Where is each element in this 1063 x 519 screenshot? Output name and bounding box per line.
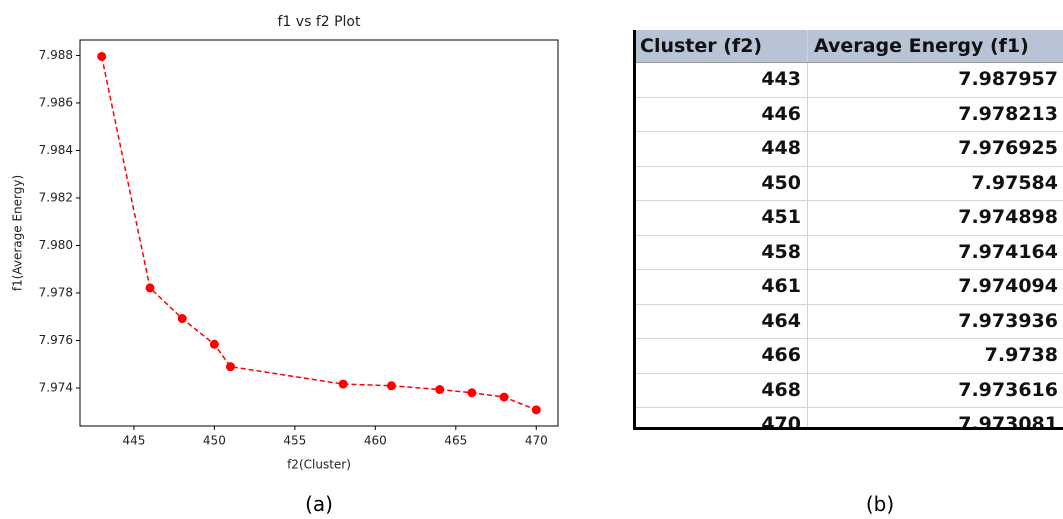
table-row: 448 7.976925 bbox=[636, 132, 1063, 167]
table-cell: 7.987957 bbox=[958, 68, 1058, 90]
y-tick-label: 7.988 bbox=[39, 48, 73, 62]
caption: (a) bbox=[305, 492, 333, 516]
table-cell: 446 bbox=[636, 97, 808, 131]
x-tick-label: 450 bbox=[203, 434, 226, 448]
table-cell: 7.9738 bbox=[984, 344, 1058, 366]
table-row: 468 7.973616 bbox=[636, 373, 1063, 408]
table-cell: 451 bbox=[636, 201, 808, 235]
table-cell: 443 bbox=[636, 63, 808, 97]
table-cell: 470 bbox=[636, 408, 808, 427]
header-cell: Average Energy (f1) bbox=[814, 35, 1029, 57]
table-cell: 7.97584 bbox=[971, 171, 1058, 194]
table-cell: 448 bbox=[636, 132, 808, 166]
x-tick-label: 460 bbox=[364, 434, 387, 448]
table-cell: 7.974164 bbox=[958, 240, 1058, 263]
data-point bbox=[499, 392, 509, 402]
table-cell: 450 bbox=[636, 166, 808, 200]
data-point bbox=[531, 405, 541, 415]
caption: (b) bbox=[865, 492, 895, 516]
table: Cluster (f2) Average Energy (f1) 443 7.9879… bbox=[633, 30, 1063, 430]
y-tick-label: 7.976 bbox=[39, 333, 73, 347]
table-cell: 466 bbox=[636, 339, 808, 373]
table-cell: 458 bbox=[636, 235, 808, 269]
table-row: 446 7.978213 bbox=[636, 97, 1063, 132]
chart: f1 vs f2 Plot f2(Cluster) f1(Average Ene… bbox=[11, 14, 559, 472]
x-tick-label: 445 bbox=[122, 434, 145, 448]
table-row: 450 7.97584 bbox=[636, 166, 1063, 201]
table-cell: 7.973081 bbox=[958, 413, 1058, 430]
table-row: 466 7.9738 bbox=[636, 339, 1063, 374]
data-point bbox=[145, 283, 155, 293]
data-point bbox=[209, 339, 219, 349]
y-axis-label: f1(Average Energy) bbox=[11, 175, 25, 291]
data-point bbox=[97, 51, 107, 61]
table-header: Cluster (f2) Average Energy (f1) bbox=[636, 30, 1063, 63]
table-cell: 7.976925 bbox=[958, 137, 1058, 159]
table-row: 458 7.974164 bbox=[636, 235, 1063, 270]
table-cell: 464 bbox=[636, 304, 808, 338]
x-tick-label: 465 bbox=[444, 434, 467, 448]
table-cell: 7.974898 bbox=[958, 206, 1058, 228]
data-point bbox=[338, 379, 348, 389]
y-tick-label: 7.982 bbox=[39, 190, 73, 204]
x-axis-label: f2(Cluster) bbox=[287, 458, 351, 472]
x-tick-label: 470 bbox=[525, 434, 548, 448]
y-tick-label: 7.974 bbox=[39, 380, 73, 394]
table-cell: 461 bbox=[636, 270, 808, 304]
data-point bbox=[386, 381, 396, 391]
table-cell: 7.974094 bbox=[958, 275, 1058, 297]
table-cell: 468 bbox=[636, 373, 808, 407]
data-point bbox=[225, 362, 235, 372]
y-tick-label: 7.980 bbox=[39, 238, 73, 252]
data-point bbox=[177, 314, 187, 324]
data-point bbox=[435, 385, 445, 395]
y-tick-label: 7.986 bbox=[39, 95, 73, 109]
table-row: 470 7.973081 bbox=[636, 408, 1063, 430]
y-tick-label: 7.984 bbox=[39, 143, 73, 157]
table-cell: 7.973936 bbox=[958, 309, 1058, 332]
table-row: 451 7.974898 bbox=[636, 201, 1063, 236]
chart-title: f1 vs f2 Plot bbox=[278, 14, 361, 30]
table-cell: 7.978213 bbox=[958, 102, 1058, 125]
data-point bbox=[467, 388, 477, 398]
table-row: 461 7.974094 bbox=[636, 270, 1063, 305]
plot-frame bbox=[79, 39, 559, 427]
header-cell: Cluster (f2) bbox=[636, 30, 808, 62]
y-tick-label: 7.978 bbox=[39, 285, 73, 299]
table-cell: 7.973616 bbox=[958, 378, 1058, 401]
x-tick-label: 455 bbox=[283, 434, 306, 448]
table-row: 464 7.973936 bbox=[636, 304, 1063, 339]
table-row: 443 7.987957 bbox=[636, 63, 1063, 98]
data-line bbox=[100, 56, 537, 411]
